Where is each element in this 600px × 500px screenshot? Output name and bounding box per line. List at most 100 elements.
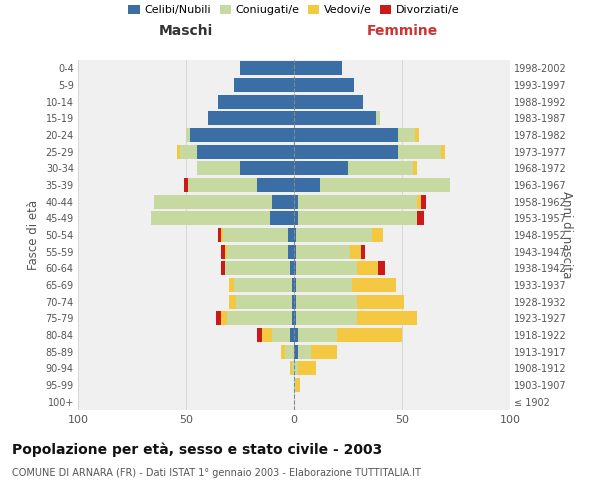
Bar (294, 194, 298, 209)
Bar (197, 162, 240, 175)
Bar (197, 144, 294, 159)
Bar (417, 194, 421, 209)
Bar (352, 278, 395, 292)
Bar (294, 62, 341, 76)
Bar (361, 244, 365, 259)
Bar (225, 244, 227, 259)
Bar (272, 328, 290, 342)
Bar (296, 378, 301, 392)
Bar (294, 162, 348, 175)
Bar (348, 162, 413, 175)
Bar (378, 261, 385, 276)
Bar (223, 228, 287, 242)
Text: Popolazione per età, sesso e stato civile - 2003: Popolazione per età, sesso e stato civil… (12, 442, 382, 457)
Bar (229, 278, 233, 292)
Bar (398, 144, 441, 159)
Bar (240, 62, 294, 76)
Bar (186, 128, 190, 142)
Bar (221, 228, 223, 242)
Bar (151, 211, 270, 226)
Bar (290, 261, 294, 276)
Bar (272, 194, 294, 209)
Bar (356, 294, 404, 308)
Bar (298, 344, 311, 359)
Bar (294, 244, 296, 259)
Bar (356, 311, 417, 326)
Bar (178, 144, 179, 159)
Bar (356, 261, 378, 276)
Bar (441, 144, 445, 159)
Bar (296, 278, 352, 292)
Bar (221, 311, 227, 326)
Bar (292, 294, 294, 308)
Bar (398, 128, 415, 142)
Text: Maschi: Maschi (159, 24, 213, 38)
Bar (298, 194, 417, 209)
Bar (221, 261, 225, 276)
Bar (287, 228, 294, 242)
Bar (311, 344, 337, 359)
Text: Femmine: Femmine (367, 24, 437, 38)
Bar (208, 112, 294, 126)
Legend: Celibi/Nubili, Coniugati/e, Vedovi/e, Divorziati/e: Celibi/Nubili, Coniugati/e, Vedovi/e, Di… (126, 2, 462, 18)
Bar (417, 211, 424, 226)
Bar (294, 261, 296, 276)
Bar (233, 78, 294, 92)
Bar (240, 162, 294, 175)
Bar (298, 211, 417, 226)
Bar (415, 128, 419, 142)
Bar (296, 261, 356, 276)
Bar (294, 311, 296, 326)
Bar (296, 244, 350, 259)
Bar (287, 244, 294, 259)
Bar (294, 328, 298, 342)
Bar (179, 144, 197, 159)
Bar (218, 94, 294, 109)
Bar (216, 311, 221, 326)
Bar (296, 228, 372, 242)
Y-axis label: Anni di nascita: Anni di nascita (560, 192, 572, 278)
Bar (413, 162, 417, 175)
Bar (233, 278, 292, 292)
Bar (218, 228, 221, 242)
Bar (257, 328, 262, 342)
Bar (262, 328, 272, 342)
Bar (294, 112, 376, 126)
Bar (225, 261, 290, 276)
Bar (229, 294, 236, 308)
Bar (294, 144, 398, 159)
Bar (190, 128, 294, 142)
Bar (286, 344, 294, 359)
Bar (350, 244, 361, 259)
Bar (294, 94, 363, 109)
Bar (294, 361, 298, 376)
Bar (227, 244, 287, 259)
Bar (281, 344, 286, 359)
Bar (298, 361, 316, 376)
Bar (421, 194, 426, 209)
Bar (294, 294, 296, 308)
Bar (298, 328, 337, 342)
Bar (376, 112, 380, 126)
Bar (294, 378, 296, 392)
Bar (294, 78, 355, 92)
Bar (292, 278, 294, 292)
Bar (221, 244, 225, 259)
Bar (188, 178, 257, 192)
Bar (184, 178, 188, 192)
Bar (296, 294, 356, 308)
Bar (294, 178, 320, 192)
Bar (296, 311, 356, 326)
Bar (270, 211, 294, 226)
Text: COMUNE DI ARNARA (FR) - Dati ISTAT 1° gennaio 2003 - Elaborazione TUTTITALIA.IT: COMUNE DI ARNARA (FR) - Dati ISTAT 1° ge… (12, 468, 421, 477)
Bar (292, 311, 294, 326)
Bar (292, 361, 294, 376)
Bar (294, 344, 298, 359)
Bar (290, 328, 294, 342)
Bar (320, 178, 449, 192)
Bar (236, 294, 292, 308)
Bar (372, 228, 383, 242)
Bar (294, 211, 298, 226)
Bar (294, 228, 296, 242)
Bar (154, 194, 272, 209)
